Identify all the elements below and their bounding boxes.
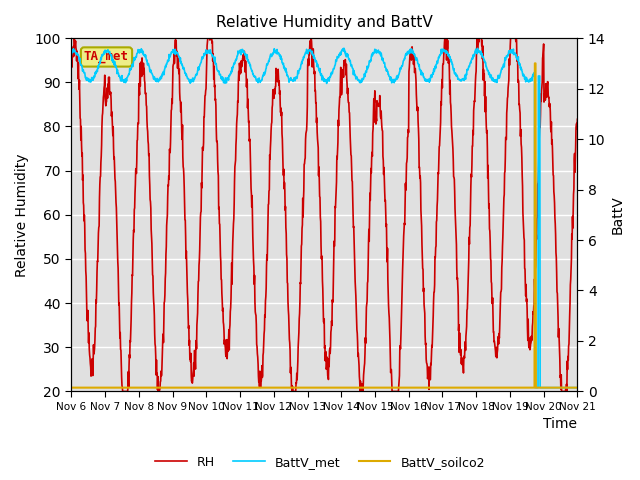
Line: BattV_met: BattV_met [71,48,577,388]
RH [403,155,411,161]
RH [237,58,245,64]
X-axis label: Time: Time [543,418,577,432]
RH [514,79,522,85]
Text: TA_met: TA_met [84,50,129,63]
BattV_met [403,51,411,57]
Line: RH: RH [71,38,577,391]
Y-axis label: BattV: BattV [611,195,625,234]
RH [470,132,477,137]
BattV_met [573,385,581,391]
BattV_soilco2 [168,385,175,391]
BattV_met [67,52,75,58]
RH [573,116,581,122]
BattV_soilco2 [237,385,244,391]
BattV_met [168,49,175,55]
BattV_soilco2 [180,385,188,391]
RH [119,388,127,394]
BattV_soilco2 [531,60,539,66]
RH [180,204,188,209]
Title: Relative Humidity and BattV: Relative Humidity and BattV [216,15,433,30]
BattV_met [469,52,477,58]
Line: BattV_soilco2: BattV_soilco2 [71,63,577,388]
BattV_met [531,385,539,391]
RH [67,55,75,61]
Y-axis label: Relative Humidity: Relative Humidity [15,153,29,276]
BattV_soilco2 [513,385,521,391]
BattV_soilco2 [573,385,581,391]
BattV_met [237,47,244,53]
BattV_soilco2 [403,385,410,391]
Legend: RH, BattV_met, BattV_soilco2: RH, BattV_met, BattV_soilco2 [150,451,490,474]
BattV_met [180,65,188,71]
BattV_met [514,57,522,63]
RH [70,35,78,41]
BattV_soilco2 [468,385,476,391]
RH [168,100,176,106]
BattV_met [340,45,348,51]
BattV_soilco2 [67,385,75,391]
